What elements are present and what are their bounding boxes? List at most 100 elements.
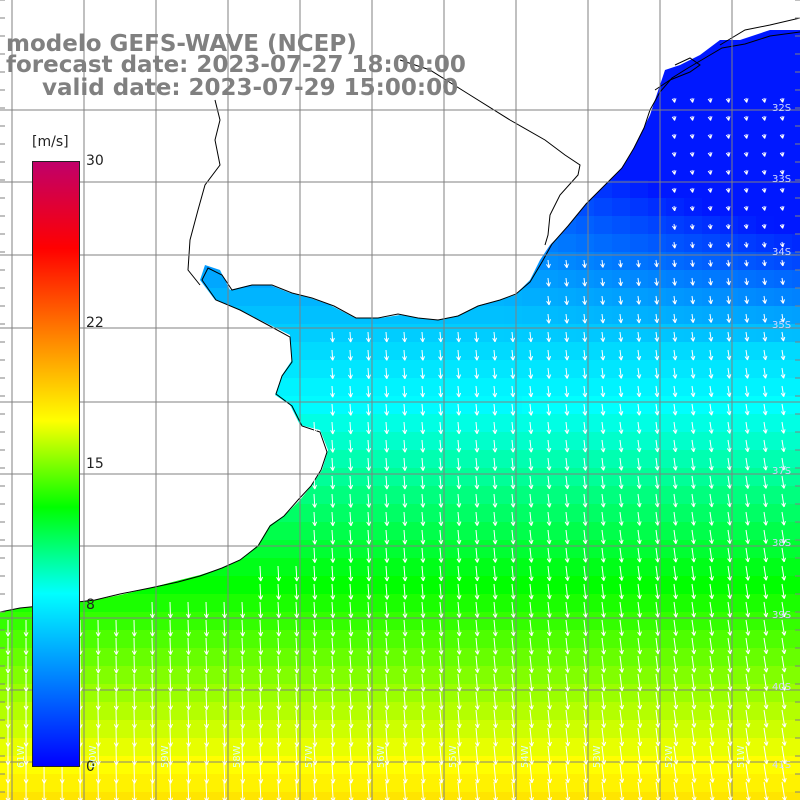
wind-speed-cell xyxy=(108,666,127,685)
wind-arrow xyxy=(186,673,191,692)
wind-arrow xyxy=(619,691,625,710)
wind-speed-cell xyxy=(720,720,739,739)
wind-arrow xyxy=(655,655,661,673)
wind-speed-cell xyxy=(720,252,739,271)
wind-arrow xyxy=(583,745,589,765)
wind-arrow xyxy=(222,637,227,655)
wind-speed-cell xyxy=(198,738,217,757)
wind-speed-cell xyxy=(540,702,559,721)
wind-speed-cell xyxy=(666,630,685,649)
wind-arrow xyxy=(23,637,29,655)
wind-speed-cell xyxy=(558,612,577,631)
wind-arrow xyxy=(763,655,769,673)
wind-speed-cell xyxy=(108,792,127,800)
wind-speed-cell xyxy=(486,630,505,649)
wind-arrow xyxy=(510,547,516,563)
wind-speed-cell xyxy=(666,666,685,685)
wind-arrow xyxy=(744,439,750,453)
wind-arrow xyxy=(619,745,625,765)
wind-arrow xyxy=(347,367,353,380)
wind-speed-cell xyxy=(522,504,541,523)
wind-speed-cell xyxy=(306,396,325,415)
wind-speed-cell xyxy=(612,522,631,541)
wind-arrow xyxy=(673,727,679,747)
wind-speed-cell xyxy=(792,360,800,379)
wind-arrow xyxy=(240,655,246,674)
wind-speed-cell xyxy=(468,630,487,649)
wind-arrow xyxy=(258,691,264,711)
wind-arrow xyxy=(761,115,767,121)
wind-arrow xyxy=(366,403,371,416)
wind-arrow xyxy=(258,565,264,582)
wind-arrow xyxy=(673,619,678,636)
wind-speed-cell xyxy=(162,702,181,721)
wind-speed-cell xyxy=(522,288,541,307)
wind-arrow xyxy=(384,511,390,527)
wind-speed-cell xyxy=(576,216,595,235)
wind-speed-cell xyxy=(414,414,433,433)
wind-arrow xyxy=(348,655,354,674)
wind-speed-cell xyxy=(0,702,19,721)
wind-arrow xyxy=(564,547,570,563)
wind-arrow xyxy=(276,745,282,766)
wind-arrow xyxy=(528,673,534,692)
wind-arrow xyxy=(240,745,246,766)
wind-speed-cell xyxy=(252,702,271,721)
wind-speed-cell xyxy=(396,468,415,487)
wind-speed-cell xyxy=(594,252,613,271)
wind-speed-cell xyxy=(522,594,541,613)
wind-arrow xyxy=(600,511,606,526)
wind-speed-cell xyxy=(396,576,415,595)
wind-speed-cell xyxy=(324,468,343,487)
wind-speed-cell xyxy=(486,756,505,775)
wind-arrow xyxy=(618,475,624,490)
wind-arrow xyxy=(474,439,480,453)
wind-arrow xyxy=(583,763,589,784)
wind-speed-cell xyxy=(720,558,739,577)
wind-arrow xyxy=(294,601,300,619)
wind-arrow xyxy=(312,493,317,508)
wind-speed-cell xyxy=(486,594,505,613)
wind-arrow xyxy=(528,655,534,673)
wind-arrow xyxy=(655,673,661,692)
wind-arrow xyxy=(601,727,607,747)
wind-speed-cell xyxy=(450,324,469,343)
wind-arrow xyxy=(330,547,336,563)
wind-speed-cell xyxy=(522,684,541,703)
wind-speed-cell xyxy=(324,450,343,469)
wind-speed-cell xyxy=(486,702,505,721)
wind-arrow xyxy=(619,763,625,783)
wind-speed-cell xyxy=(0,756,19,775)
wind-speed-cell xyxy=(576,630,595,649)
wind-arrow xyxy=(726,457,732,471)
wind-arrow xyxy=(618,403,624,416)
wind-speed-cell xyxy=(306,684,325,703)
wind-speed-cell xyxy=(504,468,523,487)
wind-speed-cell xyxy=(504,396,523,415)
wind-speed-cell xyxy=(522,558,541,577)
wind-arrow xyxy=(456,637,462,655)
wind-arrow xyxy=(365,331,371,343)
wind-arrow xyxy=(95,709,101,729)
wind-speed-cell xyxy=(540,360,559,379)
wind-speed-cell xyxy=(126,630,145,649)
wind-arrow xyxy=(456,403,462,416)
wind-speed-cell xyxy=(774,360,793,379)
wind-arrow xyxy=(420,709,426,729)
wind-speed-cell xyxy=(414,432,433,451)
wind-arrow xyxy=(474,349,480,361)
wind-speed-cell xyxy=(396,756,415,775)
wind-speed-cell xyxy=(594,288,613,307)
wind-speed-cell xyxy=(684,594,703,613)
wind-arrow xyxy=(654,277,659,286)
wind-speed-cell xyxy=(774,270,793,289)
wind-speed-cell xyxy=(612,792,631,800)
wind-arrow xyxy=(492,565,498,582)
wind-speed-cell xyxy=(504,414,523,433)
wind-arrow xyxy=(743,241,749,248)
wind-arrow xyxy=(510,619,516,637)
wind-arrow xyxy=(420,673,426,692)
wind-speed-cell xyxy=(306,666,325,685)
wind-speed-cell xyxy=(756,792,775,800)
